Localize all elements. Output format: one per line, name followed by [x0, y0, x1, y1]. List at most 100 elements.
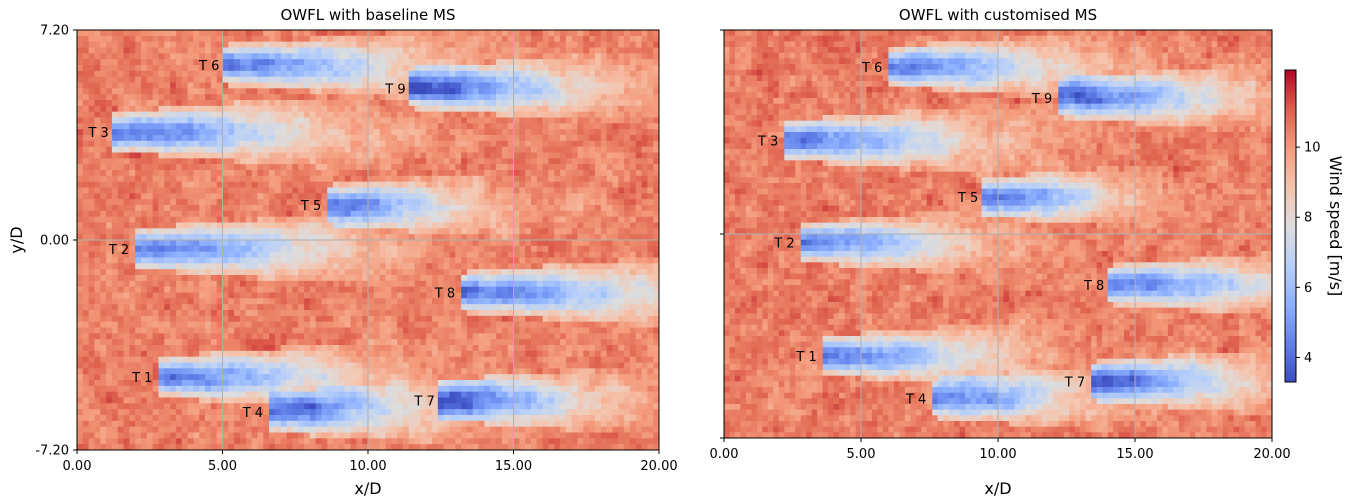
heatmap-cell — [490, 140, 497, 148]
heatmap-cell — [519, 123, 526, 130]
heatmap-cell — [472, 111, 480, 119]
heatmap-cell — [141, 275, 148, 282]
heatmap-cell — [443, 65, 451, 72]
heatmap-cell — [327, 140, 334, 148]
heatmap-cell — [292, 105, 299, 113]
heatmap-cell — [257, 193, 264, 200]
heatmap-cell — [234, 269, 241, 276]
heatmap-cell — [321, 129, 328, 136]
heatmap-cell — [292, 286, 299, 294]
heatmap-cell — [100, 105, 107, 113]
heatmap-cell — [274, 140, 282, 148]
heatmap-cell — [88, 240, 96, 247]
heatmap-cell — [478, 117, 485, 124]
heatmap-cell — [414, 175, 421, 183]
heatmap-cell — [484, 292, 491, 299]
heatmap-cell — [455, 315, 462, 323]
heatmap-cell — [228, 187, 235, 194]
heatmap-cell — [251, 181, 259, 189]
heatmap-cell — [82, 292, 90, 299]
heatmap-cell — [402, 228, 410, 235]
heatmap-cell — [554, 123, 561, 130]
heatmap-cell — [269, 70, 276, 78]
heatmap-cell — [257, 175, 264, 183]
heatmap-cell — [385, 222, 392, 229]
heatmap-cell — [146, 170, 154, 177]
heatmap-cell — [472, 35, 480, 43]
heatmap-cell — [100, 181, 107, 189]
heatmap-cell — [193, 228, 200, 235]
heatmap-cell — [519, 181, 526, 189]
heatmap-cell — [245, 228, 253, 235]
heatmap-cell — [594, 164, 602, 171]
heatmap-cell — [629, 70, 637, 78]
heatmap-cell — [496, 105, 503, 113]
heatmap-cell — [583, 94, 590, 101]
heatmap-cell — [298, 181, 305, 189]
heatmap-cell — [612, 65, 619, 72]
heatmap-cell — [565, 193, 573, 200]
heatmap-cell — [152, 315, 160, 323]
heatmap-cell — [565, 228, 573, 235]
heatmap-cell — [158, 70, 165, 78]
heatmap-cell — [629, 216, 637, 224]
heatmap-cell — [350, 140, 357, 148]
heatmap-cell — [158, 117, 165, 124]
heatmap-cell — [461, 216, 468, 224]
heatmap-cell — [577, 210, 584, 218]
heatmap-cell — [106, 94, 113, 101]
heatmap-cell — [472, 53, 480, 60]
heatmap-cell — [519, 187, 526, 194]
heatmap-cell — [507, 304, 515, 311]
heatmap-cell — [513, 181, 520, 189]
heatmap-cell — [461, 315, 468, 323]
heatmap-cell — [536, 146, 544, 154]
heatmap-cell — [408, 70, 416, 78]
heatmap-cell — [187, 228, 194, 235]
heatmap-cell — [269, 310, 276, 317]
heatmap-cell — [199, 205, 206, 212]
heatmap-cell — [449, 228, 456, 235]
heatmap-cell — [129, 199, 136, 206]
heatmap-cell — [123, 298, 130, 305]
heatmap-cell — [234, 222, 241, 229]
heatmap-cell — [333, 59, 340, 66]
heatmap-cell — [420, 100, 427, 107]
heatmap-cell — [583, 222, 590, 229]
heatmap-cell — [82, 59, 90, 66]
heatmap-cell — [629, 105, 637, 113]
heatmap-cell — [490, 82, 497, 89]
heatmap-cell — [77, 263, 84, 270]
heatmap-cell — [303, 286, 311, 294]
heatmap-cell — [280, 245, 288, 253]
heatmap-cell — [146, 94, 154, 101]
heatmap-cell — [106, 158, 113, 165]
heatmap-cell — [606, 164, 614, 171]
heatmap-cell — [397, 234, 404, 241]
heatmap-cell — [647, 35, 654, 43]
heatmap-cell — [478, 263, 485, 270]
heatmap-cell — [449, 199, 456, 206]
heatmap-cell — [589, 228, 596, 235]
heatmap-cell — [414, 53, 421, 60]
heatmap-cell — [426, 41, 433, 49]
heatmap-cell — [239, 216, 247, 224]
heatmap-cell — [245, 210, 253, 218]
heatmap-cell — [624, 129, 631, 136]
heatmap-cell — [571, 152, 579, 159]
heatmap-cell — [152, 140, 160, 148]
heatmap-cell — [408, 88, 416, 95]
heatmap-cell — [513, 135, 520, 142]
heatmap-cell — [216, 298, 224, 305]
heatmap-cell — [484, 210, 491, 218]
heatmap-cell — [82, 65, 90, 72]
heatmap-cell — [77, 298, 84, 305]
heatmap-cell — [333, 181, 340, 189]
heatmap-cell — [432, 30, 439, 37]
heatmap-cell — [280, 100, 288, 107]
heatmap-cell — [170, 65, 177, 72]
heatmap-cell — [449, 76, 456, 84]
heatmap-cell — [199, 257, 206, 264]
heatmap-cell — [117, 181, 125, 189]
heatmap-cell — [484, 181, 491, 189]
